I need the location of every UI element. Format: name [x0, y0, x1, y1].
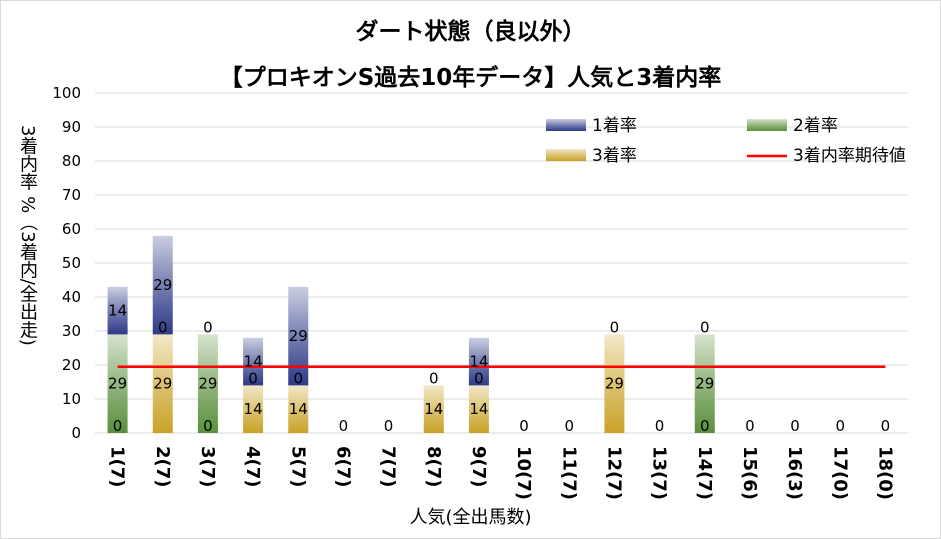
- data-label: 0: [293, 369, 303, 387]
- y-tick-label: 10: [62, 390, 81, 408]
- data-label: 29: [605, 375, 624, 393]
- y-tick-label: 20: [62, 356, 81, 374]
- x-tick-label: 12(7): [603, 446, 624, 500]
- bar-second-place-rate: [107, 334, 128, 433]
- data-label: 0: [113, 417, 123, 435]
- legend-label: 3着率: [592, 146, 637, 166]
- data-label: 0: [790, 417, 800, 435]
- bar-third-place-rate: [288, 385, 309, 433]
- data-label: 0: [745, 417, 755, 435]
- bar-first-place-rate: [107, 286, 128, 335]
- y-tick-label: 100: [52, 84, 81, 102]
- legend-label: 3着内率期待値: [793, 146, 906, 166]
- y-tick-label: 0: [71, 424, 81, 442]
- data-label: 0: [700, 417, 710, 435]
- data-label: 0: [339, 417, 349, 435]
- data-label: 0: [835, 417, 845, 435]
- data-label: 14: [469, 400, 488, 418]
- x-tick-label: 16(3): [784, 446, 805, 500]
- bar-first-place-rate: [288, 286, 309, 386]
- x-tick-label: 14(7): [694, 446, 715, 500]
- y-tick-label: 80: [62, 152, 81, 170]
- x-axis-label: 人気(全出馬数): [409, 507, 532, 528]
- legend-swatch: [747, 119, 787, 131]
- data-label: 14: [244, 400, 263, 418]
- data-label: 0: [429, 369, 439, 387]
- x-tick-label: 15(6): [739, 446, 760, 500]
- bar-third-place-rate: [604, 334, 625, 433]
- y-tick-label: 40: [62, 288, 81, 306]
- x-tick-label: 5(7): [287, 446, 308, 488]
- bar-third-place-rate: [468, 385, 489, 433]
- x-tick-label: 10(7): [513, 446, 534, 500]
- bar-third-place-rate: [243, 385, 264, 433]
- data-label: 14: [108, 302, 127, 320]
- x-tick-label: 9(7): [468, 446, 489, 488]
- data-label: 0: [203, 318, 213, 336]
- data-label: 29: [289, 327, 308, 345]
- data-label: 0: [655, 417, 665, 435]
- chart-subtitle: 【プロキオンS過去10年データ】人気と3着内率: [219, 65, 722, 91]
- legend-label: 1着率: [592, 116, 637, 136]
- data-label: 14: [424, 400, 443, 418]
- x-tick-label: 17(0): [829, 446, 850, 500]
- data-label: 0: [564, 417, 574, 435]
- y-tick-label: 50: [62, 254, 81, 272]
- bar-third-place-rate: [423, 385, 444, 433]
- legend-swatch: [546, 119, 586, 131]
- x-tick-label: 6(7): [332, 446, 353, 488]
- data-label: 29: [198, 375, 217, 393]
- x-tick-label: 7(7): [378, 446, 399, 488]
- data-label: 0: [158, 318, 168, 336]
- data-label: 14: [244, 353, 263, 371]
- bar-second-place-rate: [694, 334, 715, 433]
- data-label: 0: [384, 417, 394, 435]
- data-label: 0: [519, 417, 529, 435]
- data-label: 29: [695, 375, 714, 393]
- data-label: 0: [700, 318, 710, 336]
- data-label: 14: [469, 353, 488, 371]
- data-label: 29: [153, 276, 172, 294]
- data-label: 29: [153, 375, 172, 393]
- y-axis-label: 3着内率 %（3着内/全出走): [17, 125, 38, 346]
- chart-title: ダート状態（良以外）: [355, 19, 586, 45]
- x-tick-label: 8(7): [423, 446, 444, 488]
- y-tick-label: 30: [62, 322, 81, 340]
- data-label: 14: [289, 400, 308, 418]
- x-tick-label: 18(0): [874, 446, 895, 500]
- data-label: 29: [108, 375, 127, 393]
- x-tick-label: 1(7): [107, 446, 128, 488]
- bar-first-place-rate: [243, 337, 264, 386]
- legend-swatch: [546, 149, 586, 161]
- data-label: 0: [474, 369, 484, 387]
- y-tick-label: 70: [62, 186, 81, 204]
- data-label: 0: [248, 369, 258, 387]
- x-tick-label: 11(7): [558, 446, 579, 500]
- bar-second-place-rate: [197, 334, 218, 433]
- x-tick-label: 2(7): [152, 446, 173, 488]
- y-tick-label: 90: [62, 118, 81, 136]
- data-label: 0: [881, 417, 891, 435]
- data-label: 0: [203, 417, 213, 435]
- bar-first-place-rate: [152, 235, 173, 335]
- x-tick-label: 4(7): [242, 446, 263, 488]
- bar-third-place-rate: [152, 334, 173, 433]
- y-tick-label: 60: [62, 220, 81, 238]
- legend-label: 2着率: [793, 116, 838, 136]
- bar-first-place-rate: [468, 337, 489, 386]
- x-tick-label: 3(7): [197, 446, 218, 488]
- x-tick-label: 13(7): [649, 446, 670, 500]
- data-label: 0: [610, 318, 620, 336]
